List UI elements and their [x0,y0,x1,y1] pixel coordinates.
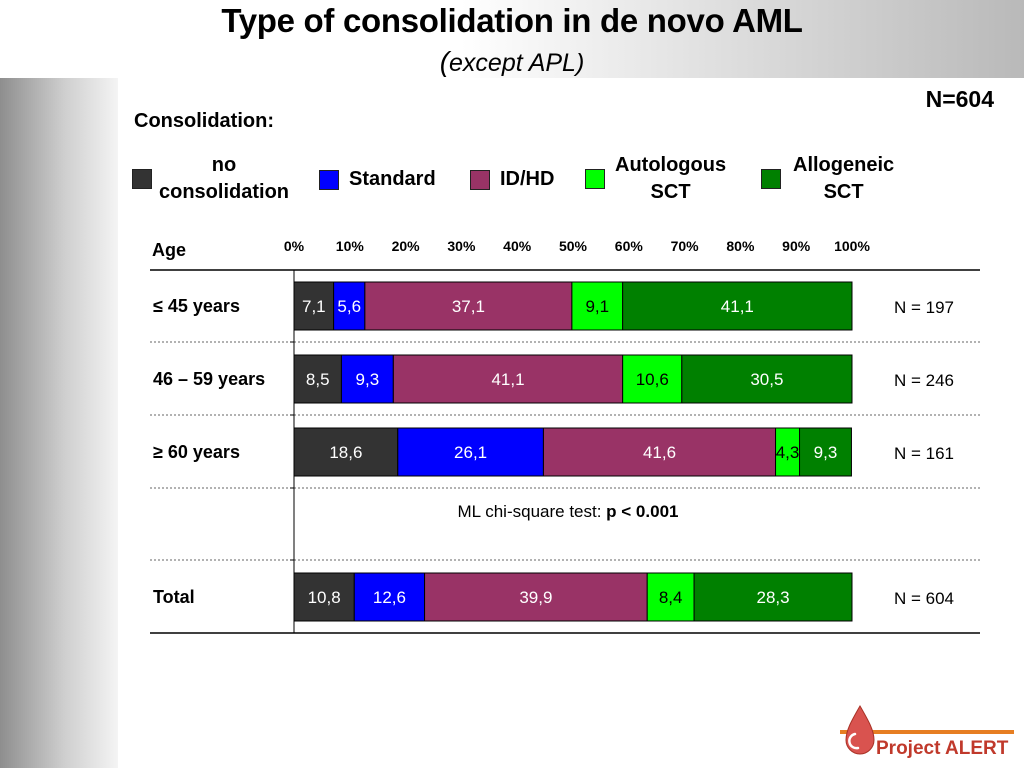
bar-value-label: 30,5 [750,370,783,389]
slide-subtitle: (except APL) [0,46,1024,78]
x-tick-label: 60% [615,238,644,254]
subtitle-paren: ( [439,46,450,77]
bar-segment [693,572,853,622]
bar-segment [293,354,342,404]
subtitle-text: except APL) [449,49,585,77]
x-tick-label: 30% [447,238,476,254]
annotation-pvalue: p < 0.001 [606,502,679,521]
bar-value-label: 9,3 [814,443,838,462]
content-background [118,78,1024,768]
legend-item-autologous: Autologous SCT [585,152,726,206]
legend-item-no-consolidation: no consolidation [132,152,289,206]
bar-segment [293,427,399,477]
total-n-label: N=604 [925,86,994,112]
row-n-label: N = 246 [894,371,954,390]
bar-value-label: 41,6 [643,443,676,462]
logo-text: Project ALERT [876,738,1009,759]
consolidation-label: Consolidation: [134,110,274,132]
legend-label: ID/HD [500,168,555,190]
bar-value-label: 5,6 [337,297,361,316]
legend-label: Standard [349,168,436,190]
row-n-label: N = 604 [894,589,954,608]
bar-segment [681,354,853,404]
row-n-label: N = 161 [894,444,954,463]
x-tick-label: 10% [336,238,365,254]
bar-segment [622,281,853,331]
x-tick-label: 40% [503,238,532,254]
bar-segment [364,281,573,331]
x-tick-label: 70% [671,238,700,254]
legend-swatch [761,169,781,189]
bar-segment [353,572,426,622]
bar-segment [542,427,777,477]
bar-value-label: 7,1 [302,297,326,316]
bar-segment [397,427,544,477]
legend-label: Autologous SCT [615,154,727,203]
legend-swatch [470,169,490,190]
bar-value-label: 8,5 [306,370,330,389]
bar-value-label: 10,8 [308,588,341,607]
bar-segment [293,572,355,622]
row-n-label: N = 197 [894,298,954,317]
legend-item-idhd: ID/HD [470,166,554,193]
bar-value-label: 8,4 [659,588,683,607]
bar-value-label: 39,9 [519,588,552,607]
project-alert-logo: Project ALERT [840,704,1014,759]
logo-stripe [840,730,1014,734]
row-header-age: Age [152,240,186,260]
bar-value-label: 9,3 [356,370,380,389]
blood-drop-icon [845,704,875,755]
row-category-label: 46 – 59 years [153,369,265,389]
bar-segment [646,572,695,622]
bar-value-label: 26,1 [454,443,487,462]
x-tick-label: 90% [782,238,811,254]
bar-value-label: 4,3 [776,443,800,462]
bar-value-label: 37,1 [452,297,485,316]
row-category-label: ≤ 45 years [153,296,240,316]
bar-value-label: 28,3 [756,588,789,607]
bar-value-label: 9,1 [585,297,609,316]
legend-label: no consolidation [159,154,289,203]
bar-segment [571,281,624,331]
x-tick-label: 0% [284,238,305,254]
row-category-label: ≥ 60 years [153,442,240,462]
legend-item-allogeneic: Allogeneic SCT [761,152,894,206]
bar-value-label: 10,6 [636,370,669,389]
x-tick-label: 50% [559,238,588,254]
bar-segment [293,281,335,331]
bar-value-label: 12,6 [373,588,406,607]
row-category-label: Total [153,587,195,607]
legend-swatch [319,169,339,190]
legend-swatch [132,169,152,189]
x-tick-label: 80% [726,238,755,254]
bar-segment [392,354,624,404]
bar-value-label: 18,6 [329,443,362,462]
legend-swatch [585,169,605,189]
bar-segment [333,281,366,331]
bar-segment [799,427,852,477]
bar-segment [424,572,648,622]
annotation-prefix: ML chi-square test: [457,502,607,521]
x-tick-label: 100% [834,238,870,254]
left-decorative-band [0,78,118,768]
legend-item-standard: Standard [319,166,436,193]
bar-value-label: 41,1 [491,370,524,389]
bar-value-label: 41,1 [721,297,754,316]
slide-title: Type of consolidation in de novo AML [221,2,803,39]
chi-square-annotation: ML chi-square test: p < 0.001 [294,502,842,522]
legend-label: Allogeneic SCT [793,154,895,203]
drop-highlight [848,732,860,750]
bar-segment [340,354,394,404]
x-tick-label: 20% [392,238,421,254]
title-background [0,0,1024,78]
